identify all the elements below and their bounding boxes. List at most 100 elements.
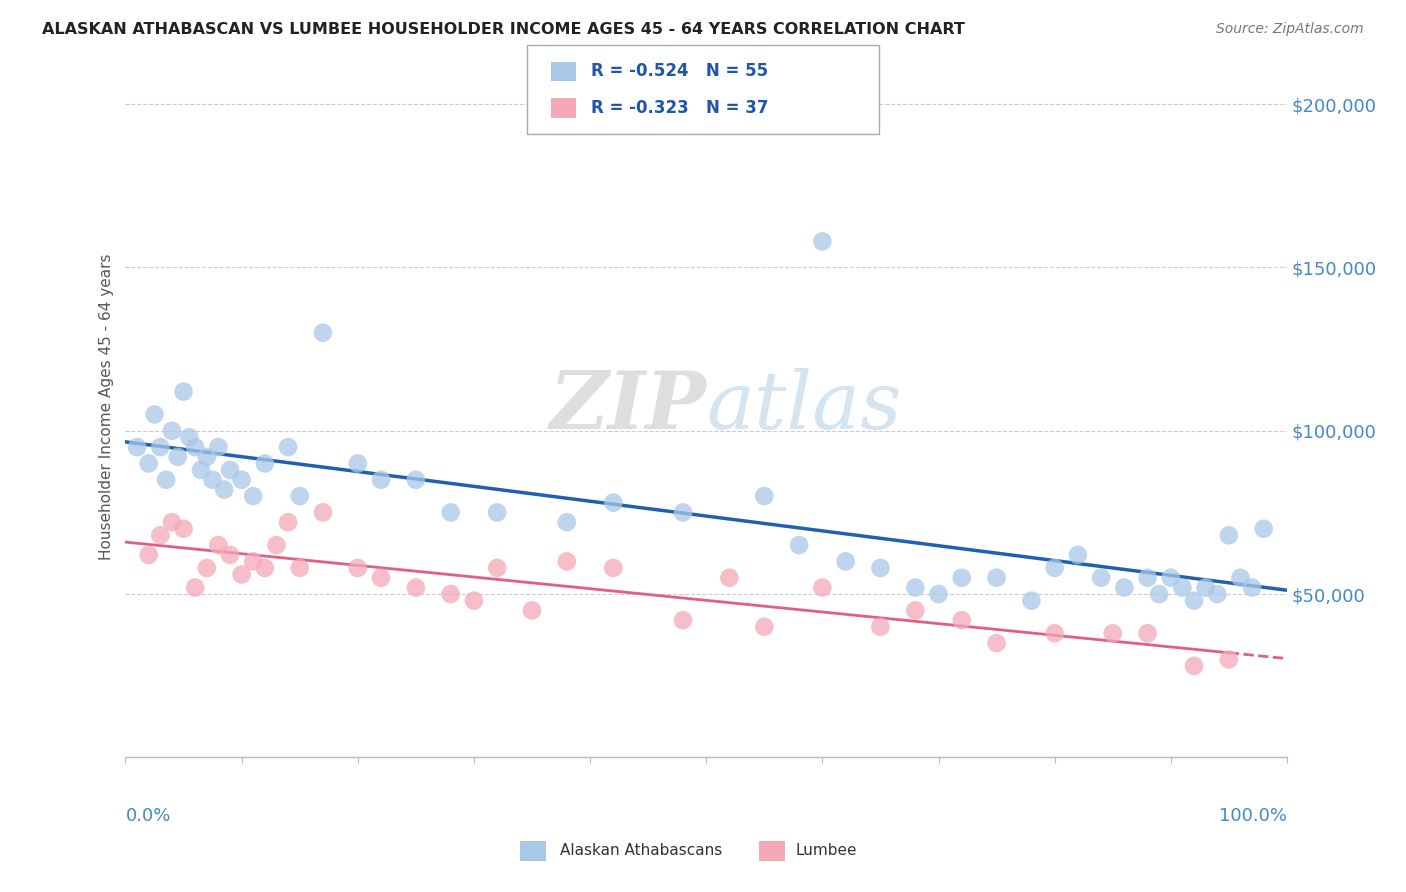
- Point: [277, 440, 299, 454]
- Point: [219, 463, 242, 477]
- Point: [672, 505, 695, 519]
- Point: [405, 473, 427, 487]
- Point: [149, 528, 172, 542]
- Point: [602, 495, 624, 509]
- Point: [266, 538, 288, 552]
- Text: 100.0%: 100.0%: [1219, 806, 1286, 824]
- Point: [811, 235, 834, 249]
- Point: [1136, 571, 1159, 585]
- Point: [184, 440, 207, 454]
- Point: [602, 561, 624, 575]
- Point: [754, 489, 776, 503]
- Point: [201, 473, 224, 487]
- Point: [242, 554, 264, 568]
- Point: [904, 603, 927, 617]
- Point: [166, 450, 188, 464]
- Point: [1253, 522, 1275, 536]
- Point: [370, 571, 392, 585]
- Point: [986, 636, 1008, 650]
- Point: [1182, 593, 1205, 607]
- Point: [520, 603, 543, 617]
- Point: [1218, 528, 1240, 542]
- Point: [869, 620, 891, 634]
- Point: [160, 515, 183, 529]
- Text: Lumbee: Lumbee: [796, 844, 858, 858]
- Point: [555, 515, 578, 529]
- Point: [346, 561, 368, 575]
- Point: [904, 581, 927, 595]
- Point: [1241, 581, 1264, 595]
- Point: [143, 408, 166, 422]
- Point: [1218, 652, 1240, 666]
- Point: [179, 430, 201, 444]
- Point: [486, 561, 509, 575]
- Point: [672, 613, 695, 627]
- Point: [288, 489, 311, 503]
- Point: [370, 473, 392, 487]
- Point: [160, 424, 183, 438]
- Point: [486, 505, 509, 519]
- Point: [173, 522, 195, 536]
- Text: atlas: atlas: [706, 368, 901, 445]
- Text: ZIP: ZIP: [550, 368, 706, 445]
- Point: [555, 554, 578, 568]
- Point: [346, 457, 368, 471]
- Point: [1147, 587, 1170, 601]
- Point: [184, 581, 207, 595]
- Point: [787, 538, 810, 552]
- Text: R = -0.323   N = 37: R = -0.323 N = 37: [591, 99, 768, 117]
- Point: [190, 463, 212, 477]
- Point: [811, 581, 834, 595]
- Point: [1101, 626, 1123, 640]
- Point: [212, 483, 235, 497]
- Point: [277, 515, 299, 529]
- Point: [869, 561, 891, 575]
- Point: [1171, 581, 1194, 595]
- Point: [1043, 561, 1066, 575]
- Point: [950, 613, 973, 627]
- Point: [207, 538, 229, 552]
- Point: [1043, 626, 1066, 640]
- Point: [986, 571, 1008, 585]
- Point: [1195, 581, 1218, 595]
- Point: [253, 561, 276, 575]
- Point: [1206, 587, 1229, 601]
- Point: [1136, 626, 1159, 640]
- Point: [253, 457, 276, 471]
- Point: [928, 587, 950, 601]
- Point: [138, 548, 160, 562]
- Point: [1229, 571, 1251, 585]
- Point: [440, 587, 463, 601]
- Point: [138, 457, 160, 471]
- Point: [149, 440, 172, 454]
- Point: [312, 505, 335, 519]
- Point: [155, 473, 177, 487]
- Point: [440, 505, 463, 519]
- Point: [242, 489, 264, 503]
- Point: [195, 450, 218, 464]
- Point: [312, 326, 335, 340]
- Point: [127, 440, 149, 454]
- Point: [219, 548, 242, 562]
- Point: [834, 554, 856, 568]
- Point: [231, 473, 253, 487]
- Y-axis label: Householder Income Ages 45 - 64 years: Householder Income Ages 45 - 64 years: [100, 253, 114, 559]
- Point: [231, 567, 253, 582]
- Point: [195, 561, 218, 575]
- Text: Alaskan Athabascans: Alaskan Athabascans: [560, 844, 721, 858]
- Text: R = -0.524   N = 55: R = -0.524 N = 55: [591, 62, 768, 80]
- Point: [1067, 548, 1090, 562]
- Text: ALASKAN ATHABASCAN VS LUMBEE HOUSEHOLDER INCOME AGES 45 - 64 YEARS CORRELATION C: ALASKAN ATHABASCAN VS LUMBEE HOUSEHOLDER…: [42, 22, 965, 37]
- Point: [1090, 571, 1112, 585]
- Point: [463, 593, 485, 607]
- Point: [718, 571, 741, 585]
- Point: [950, 571, 973, 585]
- Point: [1182, 659, 1205, 673]
- Point: [1021, 593, 1043, 607]
- Point: [1160, 571, 1182, 585]
- Point: [405, 581, 427, 595]
- Point: [173, 384, 195, 399]
- Text: 0.0%: 0.0%: [125, 806, 172, 824]
- Point: [1114, 581, 1136, 595]
- Point: [754, 620, 776, 634]
